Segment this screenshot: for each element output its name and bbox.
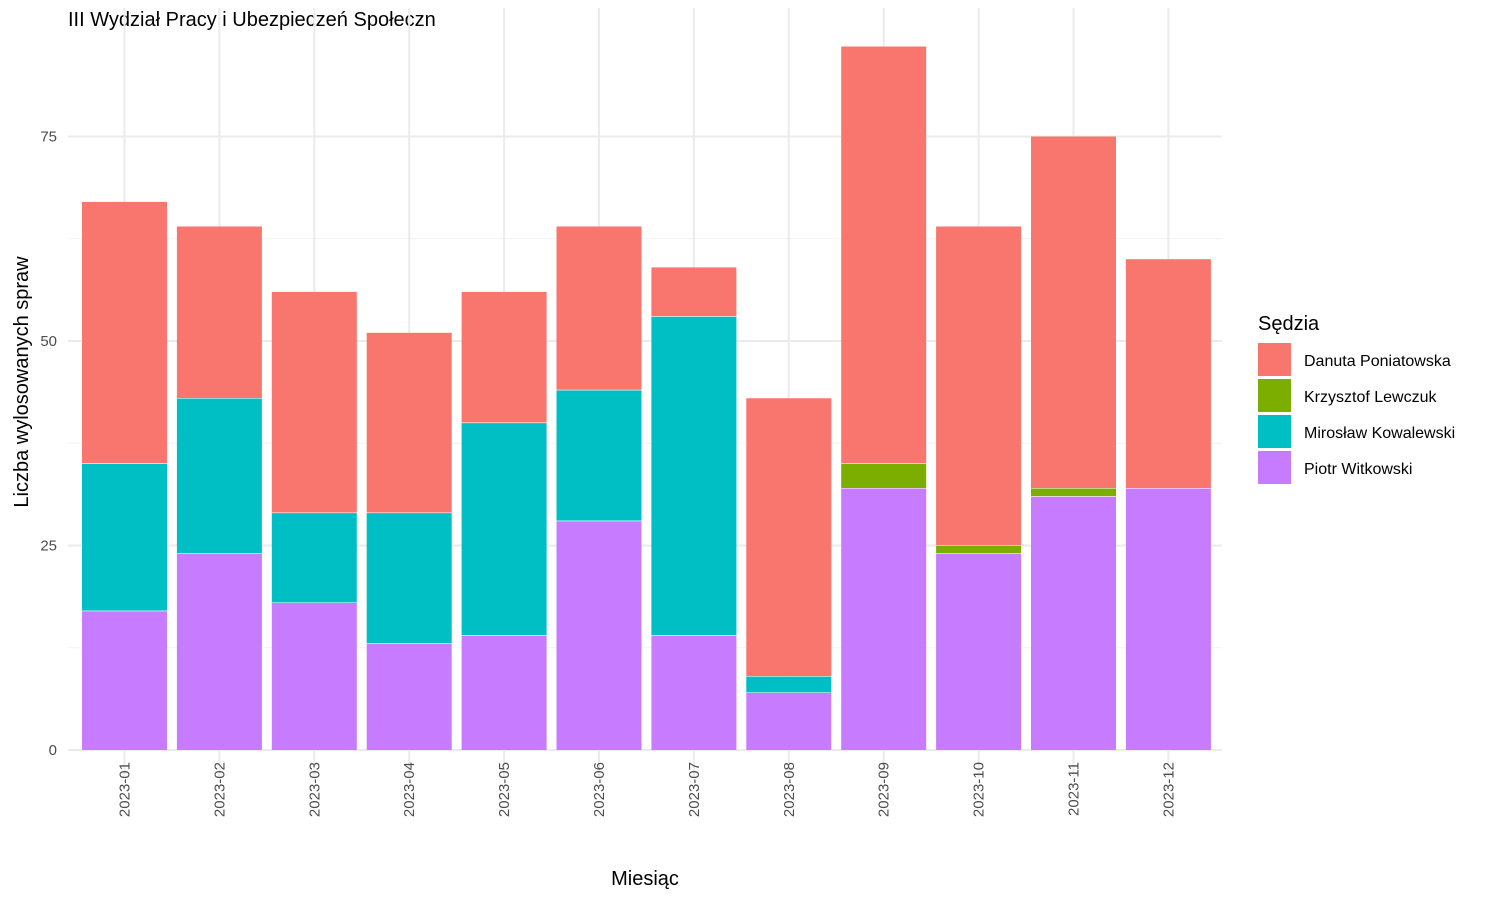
legend-label: Danuta Poniatowska — [1304, 353, 1451, 370]
bar-segment — [176, 553, 262, 750]
bar-segment — [841, 463, 927, 489]
x-tick-label: 2023-09 — [876, 762, 893, 817]
legend-key — [1258, 343, 1291, 376]
bar-segment — [1031, 488, 1116, 497]
bar-segment — [746, 398, 832, 677]
bar-segment — [651, 316, 737, 636]
x-tick-label: 2023-02 — [211, 762, 228, 817]
bar-segment — [1125, 488, 1211, 750]
x-tick-label: 2023-08 — [781, 762, 798, 817]
y-tick-label: 25 — [40, 538, 57, 555]
legend-key — [1258, 379, 1291, 412]
bar-segment — [461, 291, 547, 423]
bar-segment — [841, 488, 927, 750]
bar-segment — [271, 291, 357, 513]
legend-key — [1258, 415, 1291, 448]
x-tick-label: 2023-10 — [971, 762, 988, 817]
x-tick-label: 2023-03 — [306, 762, 323, 817]
bar-segment — [82, 201, 167, 464]
legend-key — [1258, 451, 1291, 484]
bar-segment — [366, 332, 452, 513]
x-tick-label: 2023-01 — [117, 762, 134, 817]
bar-segment — [461, 422, 547, 636]
bar-segment — [1125, 259, 1211, 489]
legend-label: Mirosław Kowalewski — [1304, 425, 1455, 442]
bar-segment — [1031, 136, 1116, 489]
bars — [82, 46, 1211, 750]
legend-title: Sędzia — [1258, 313, 1320, 335]
y-tick-label: 75 — [40, 129, 57, 146]
x-axis-title: Miesiąc — [611, 868, 679, 890]
bar-segment — [176, 226, 262, 399]
bar-segment — [936, 226, 1022, 546]
x-tick-label: 2023-11 — [1066, 762, 1083, 816]
legend-label: Krzysztof Lewczuk — [1304, 389, 1437, 406]
bar-segment — [746, 676, 832, 693]
bar-segment — [936, 553, 1022, 750]
bar-segment — [366, 512, 452, 644]
x-tick-label: 2023-06 — [591, 762, 608, 817]
bar-segment — [82, 610, 167, 750]
bar-segment — [271, 512, 357, 603]
legend: Sędzia Danuta Poniatowska Krzysztof Lewcz… — [1258, 313, 1455, 484]
x-tick-label: 2023-07 — [686, 762, 703, 817]
bar-segment — [461, 635, 547, 750]
y-tick-label: 50 — [40, 333, 57, 350]
bar-segment — [366, 643, 452, 750]
bar-segment — [556, 226, 642, 391]
chart-title: III Wydział Pracy i Ubezpieczeń Społeczn — [68, 9, 436, 31]
x-tick-label: 2023-04 — [401, 762, 418, 817]
bar-segment — [841, 46, 927, 464]
bar-segment — [271, 602, 357, 750]
bar-segment — [556, 390, 642, 521]
x-axis-ticks: 2023-01 2023-02 2023-03 2023-04 2023-05 2023-… — [117, 762, 1178, 817]
y-tick-label: 0 — [49, 742, 57, 759]
x-tick-label: 2023-12 — [1160, 762, 1177, 817]
bar-segment — [1031, 496, 1116, 750]
bar-segment — [651, 267, 737, 317]
bar-segment — [556, 520, 642, 750]
bar-segment — [82, 463, 167, 611]
bar-segment — [176, 398, 262, 554]
legend-label: Piotr Witkowski — [1304, 461, 1412, 478]
bar-segment — [936, 545, 1022, 554]
bar-segment — [746, 692, 832, 750]
y-axis-title: Liczba wylosowanych spraw — [11, 256, 33, 508]
y-axis-ticks: 0 25 50 75 — [40, 129, 57, 760]
bar-segment — [651, 635, 737, 750]
x-tick-label: 2023-05 — [496, 762, 513, 817]
